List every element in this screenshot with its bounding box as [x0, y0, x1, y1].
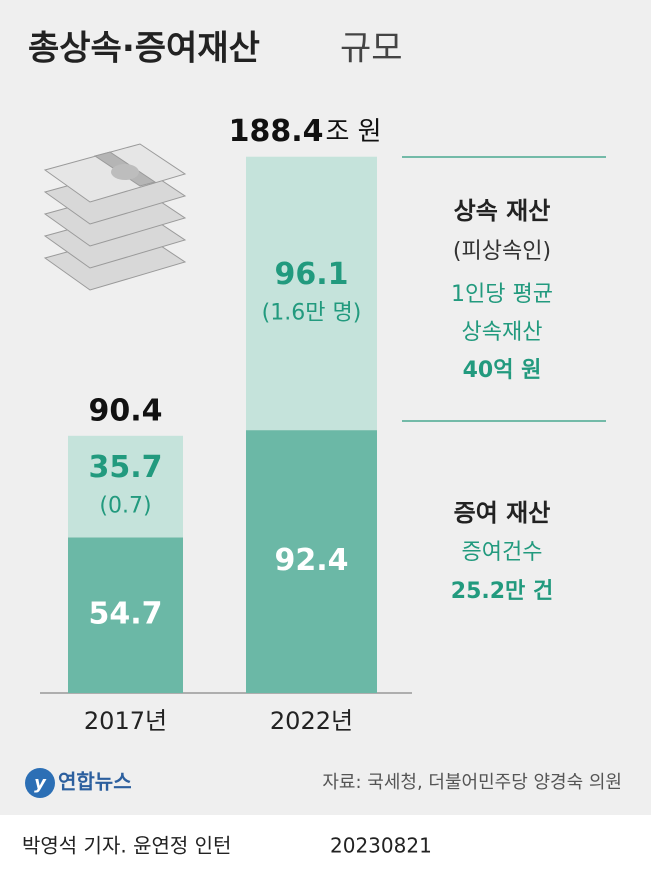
- logo: y: [25, 768, 55, 798]
- annotation: (피상속인): [453, 239, 551, 264]
- chart-title-suffix: 규모: [340, 29, 403, 69]
- legend-label: 상속 재산: [454, 197, 551, 225]
- bar-segment: [246, 430, 377, 693]
- x-tick-label: 2017년: [84, 707, 167, 735]
- count-label: (1.6만 명): [262, 300, 362, 325]
- chart-title: 총상속·증여재산: [28, 29, 260, 69]
- byline: 박영석 기자. 윤연정 인턴: [22, 834, 231, 858]
- data-label: 35.7: [88, 450, 162, 485]
- annotation: 40억 원: [463, 358, 542, 383]
- annotation: 25.2만 건: [451, 579, 553, 604]
- legend-label: 증여 재산: [454, 499, 551, 527]
- total-label: 90.4: [88, 393, 162, 428]
- x-tick-label: 2022년: [270, 707, 353, 735]
- bar-segment: [246, 156, 377, 431]
- annotation: 상속재산: [462, 320, 543, 345]
- footer-band: [0, 815, 651, 871]
- money-icon: [43, 143, 187, 291]
- date: 20230821: [330, 834, 432, 858]
- data-label: 96.1: [274, 257, 348, 292]
- data-label: 92.4: [274, 543, 348, 578]
- logo-text: 연합뉴스: [58, 770, 132, 794]
- total-unit: 조 원: [326, 117, 382, 147]
- count-label: (0.7): [99, 494, 151, 519]
- total-label: 188.4: [229, 114, 324, 149]
- data-label: 54.7: [88, 597, 162, 632]
- svg-text:y: y: [34, 773, 47, 794]
- annotation: 1인당 평균: [451, 282, 553, 307]
- bar-segment: [68, 435, 183, 538]
- source: 자료: 국세청, 더불어민주당 양경숙 의원: [322, 772, 622, 793]
- bar-segment: [68, 537, 183, 693]
- annotation: 증여건수: [462, 540, 543, 565]
